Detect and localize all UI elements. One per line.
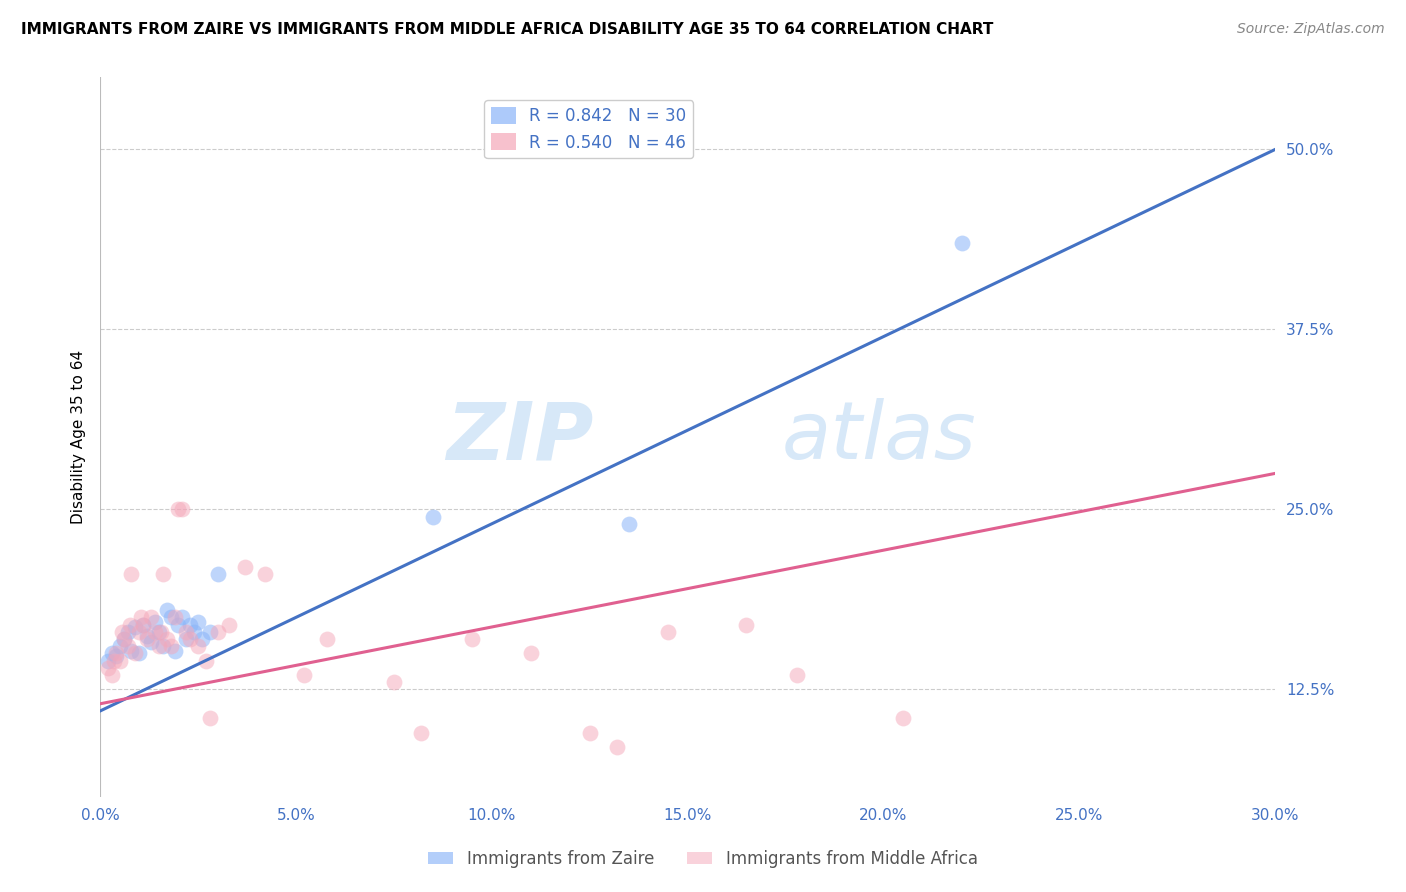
Point	[152, 639, 174, 653]
Point	[132, 617, 155, 632]
Point	[657, 624, 679, 639]
Point	[167, 502, 190, 516]
Point	[950, 235, 973, 250]
Text: ZIP: ZIP	[446, 399, 593, 476]
Point	[152, 567, 174, 582]
Point	[112, 632, 135, 646]
Text: Source: ZipAtlas.com: Source: ZipAtlas.com	[1237, 22, 1385, 37]
Point	[382, 675, 405, 690]
Point	[128, 624, 150, 639]
Point	[97, 654, 120, 668]
Point	[183, 624, 205, 639]
Point	[132, 617, 155, 632]
Point	[172, 610, 194, 624]
Point	[104, 649, 127, 664]
Point	[167, 617, 190, 632]
Legend: Immigrants from Zaire, Immigrants from Middle Africa: Immigrants from Zaire, Immigrants from M…	[422, 844, 984, 875]
Point	[176, 624, 198, 639]
Point	[891, 711, 914, 725]
Point	[411, 725, 433, 739]
Point	[108, 639, 131, 653]
Point	[461, 632, 484, 646]
Legend: R = 0.842   N = 30, R = 0.540   N = 46: R = 0.842 N = 30, R = 0.540 N = 46	[485, 100, 693, 158]
Point	[207, 567, 229, 582]
Point	[143, 624, 166, 639]
Point	[617, 516, 640, 531]
Point	[118, 617, 141, 632]
Point	[156, 632, 179, 646]
Point	[786, 668, 808, 682]
Point	[139, 635, 162, 649]
Point	[148, 639, 170, 653]
Point	[136, 629, 159, 643]
Point	[735, 617, 758, 632]
Point	[97, 661, 120, 675]
Point	[578, 725, 600, 739]
Text: atlas: atlas	[782, 399, 976, 476]
Point	[207, 624, 229, 639]
Point	[111, 624, 134, 639]
Point	[606, 739, 628, 754]
Point	[136, 632, 159, 646]
Point	[163, 610, 186, 624]
Point	[128, 646, 150, 660]
Point	[103, 654, 125, 668]
Point	[159, 639, 181, 653]
Point	[422, 509, 444, 524]
Point	[253, 567, 276, 582]
Point	[172, 502, 194, 516]
Point	[218, 617, 240, 632]
Point	[143, 615, 166, 629]
Point	[101, 668, 124, 682]
Point	[117, 624, 139, 639]
Point	[179, 632, 201, 646]
Point	[156, 603, 179, 617]
Point	[198, 711, 221, 725]
Point	[104, 646, 127, 660]
Point	[117, 639, 139, 653]
Point	[163, 643, 186, 657]
Point	[108, 654, 131, 668]
Point	[194, 654, 217, 668]
Point	[159, 610, 181, 624]
Point	[179, 617, 201, 632]
Point	[121, 567, 143, 582]
Point	[121, 643, 143, 657]
Point	[148, 624, 170, 639]
Point	[124, 620, 146, 634]
Y-axis label: Disability Age 35 to 64: Disability Age 35 to 64	[72, 351, 86, 524]
Point	[101, 646, 124, 660]
Point	[187, 615, 209, 629]
Point	[187, 639, 209, 653]
Point	[198, 624, 221, 639]
Point	[112, 632, 135, 646]
Point	[292, 668, 315, 682]
Point	[139, 610, 162, 624]
Point	[316, 632, 339, 646]
Point	[520, 646, 543, 660]
Point	[191, 632, 214, 646]
Point	[124, 646, 146, 660]
Point	[129, 610, 152, 624]
Point	[149, 624, 172, 639]
Point	[233, 560, 256, 574]
Point	[176, 632, 198, 646]
Text: IMMIGRANTS FROM ZAIRE VS IMMIGRANTS FROM MIDDLE AFRICA DISABILITY AGE 35 TO 64 C: IMMIGRANTS FROM ZAIRE VS IMMIGRANTS FROM…	[21, 22, 994, 37]
